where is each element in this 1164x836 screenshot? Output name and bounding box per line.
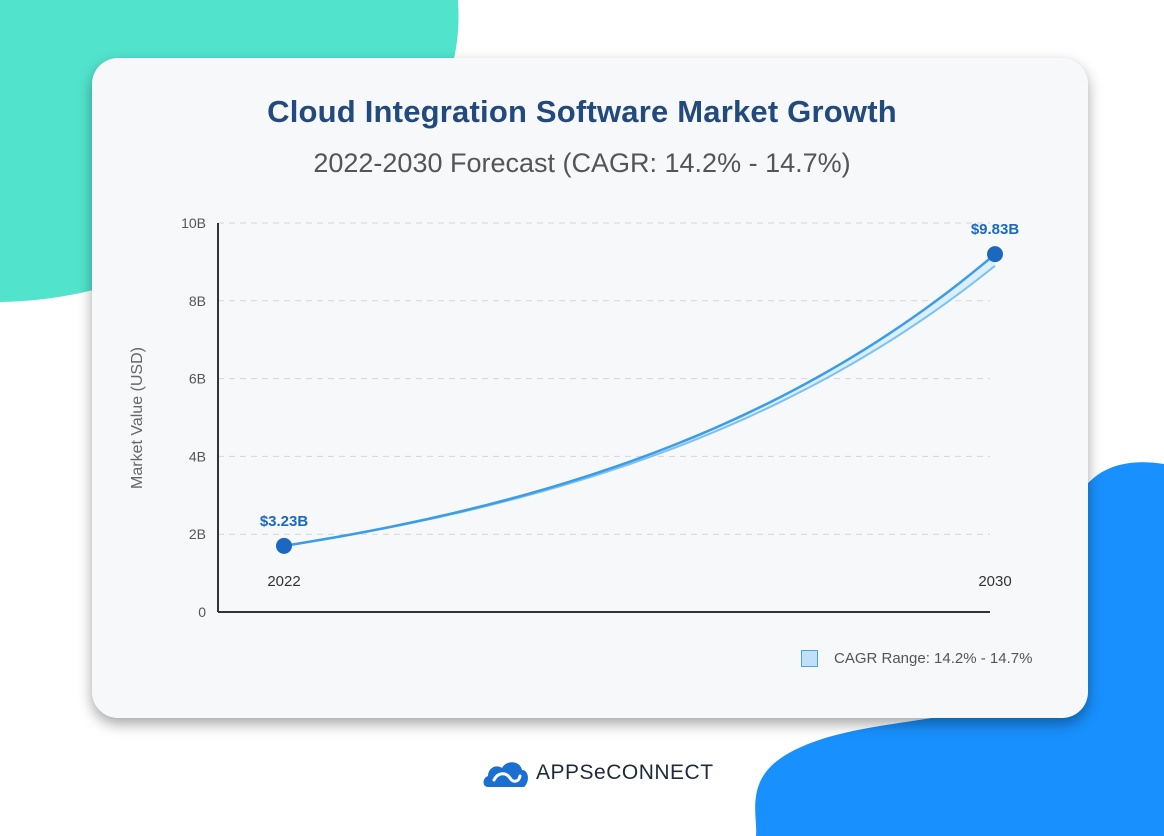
chart-card (92, 58, 1088, 718)
y-tick-label: 4B (189, 448, 206, 464)
series-line-upper (283, 253, 996, 548)
y-tick-label: 0 (198, 604, 206, 620)
x-tick-label: 2022 (267, 573, 300, 590)
chart-subtitle: 2022-2030 Forecast (CAGR: 14.2% - 14.7%) (313, 148, 851, 178)
y-tick-label: 6B (189, 371, 206, 387)
y-tick-label: 2B (189, 526, 206, 542)
legend: CAGR Range: 14.2% - 14.7% (801, 650, 1032, 667)
x-tick-label: 2030 (978, 573, 1011, 590)
y-axis-title: Market Value (USD) (129, 347, 146, 489)
data-label: $3.23B (260, 513, 309, 530)
y-tick-label: 10B (181, 215, 206, 231)
data-label: $9.83B (971, 221, 1020, 238)
cagr-range-band (284, 254, 995, 546)
chart-title: Cloud Integration Software Market Growth (267, 94, 897, 129)
data-point (987, 246, 1003, 263)
cloud-logo-icon (483, 762, 528, 787)
legend-label: CAGR Range: 14.2% - 14.7% (834, 650, 1033, 667)
brand-name: APPSeCONNECT (536, 761, 714, 784)
legend-swatch (801, 650, 818, 667)
y-tick-label: 8B (189, 293, 206, 309)
series-line-lower (283, 265, 996, 547)
data-point (276, 537, 292, 554)
brand-logo: APPSeCONNECT (482, 758, 714, 788)
